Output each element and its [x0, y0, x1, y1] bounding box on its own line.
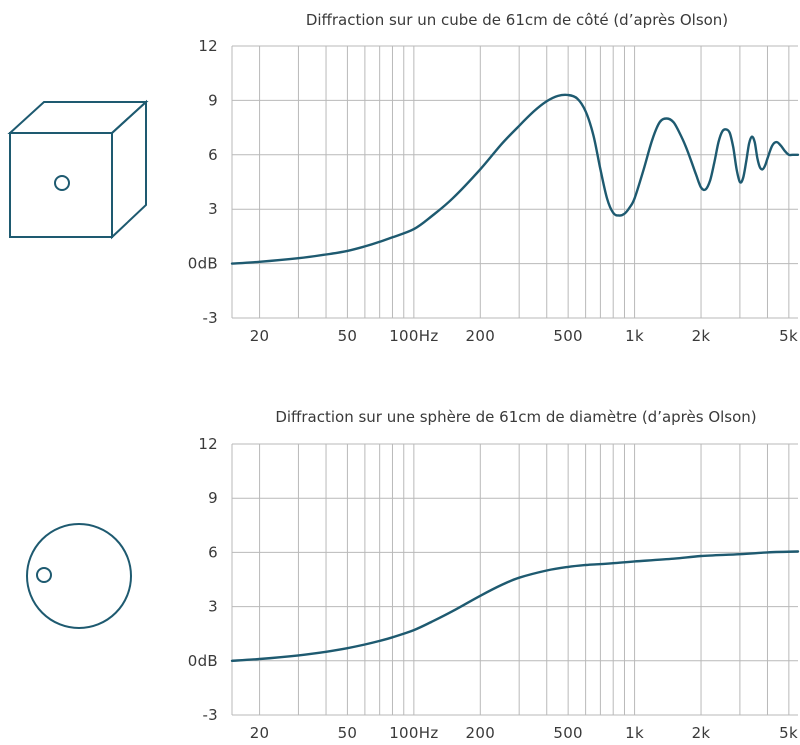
x-tick-label: 20: [250, 327, 270, 345]
y-tick-label: 0dB: [188, 255, 218, 273]
cube-diffraction-chart: Diffraction sur un cube de 61cm de côté …: [188, 11, 800, 345]
x-tick-label: 2k: [692, 327, 711, 345]
x-tick-label: 2k: [692, 724, 711, 742]
sphere-outline: [26, 523, 132, 629]
sphere-illustration: [26, 523, 132, 629]
y-tick-label: 9: [208, 91, 218, 109]
chart-title: Diffraction sur un cube de 61cm de côté …: [306, 11, 728, 29]
x-tick-label: 500: [553, 327, 583, 345]
chart-title: Diffraction sur une sphère de 61cm de di…: [275, 408, 756, 426]
cube-side-face: [111, 99, 147, 240]
y-tick-label: 12: [198, 37, 218, 55]
x-tick-label: 200: [466, 327, 496, 345]
y-tick-label: 6: [208, 543, 218, 561]
x-tick-label: 1k: [625, 327, 644, 345]
y-axis-ticks: 12 9 6 3 0dB -3: [188, 435, 218, 724]
sphere-diffraction-chart: Diffraction sur une sphère de 61cm de di…: [188, 408, 800, 742]
x-tick-label: 200: [466, 724, 496, 742]
x-tick-label: 500: [553, 724, 583, 742]
y-tick-label: 9: [208, 489, 218, 507]
x-axis-ticks: 20 50 100Hz 200 500 1k 2k 5k: [250, 327, 798, 345]
x-tick-label: 1k: [625, 724, 644, 742]
x-tick-label: 50: [338, 724, 358, 742]
x-tick-label: 20: [250, 724, 270, 742]
y-tick-label: 3: [208, 598, 218, 616]
grid: [231, 45, 798, 319]
y-axis-ticks: 12 9 6 3 0dB -3: [188, 37, 218, 327]
x-tick-label: 50: [338, 327, 358, 345]
response-curve: [230, 93, 800, 265]
cube-driver-circle: [54, 175, 70, 191]
sphere-driver-circle: [36, 567, 52, 583]
response-curve: [230, 550, 800, 662]
x-tick-label: 5k: [779, 724, 798, 742]
cube-illustration: [7, 99, 149, 240]
y-tick-label: 6: [208, 146, 218, 164]
x-tick-label: 100Hz: [389, 724, 438, 742]
cube-front-face: [9, 132, 113, 238]
y-tick-label: 3: [208, 200, 218, 218]
cube-top-face: [7, 101, 149, 134]
grid: [231, 443, 798, 716]
y-tick-label: -3: [202, 309, 218, 327]
y-tick-label: -3: [202, 706, 218, 724]
x-axis-ticks: 20 50 100Hz 200 500 1k 2k 5k: [250, 724, 798, 742]
x-tick-label: 100Hz: [389, 327, 438, 345]
y-tick-label: 0dB: [188, 652, 218, 670]
x-tick-label: 5k: [779, 327, 798, 345]
y-tick-label: 12: [198, 435, 218, 453]
